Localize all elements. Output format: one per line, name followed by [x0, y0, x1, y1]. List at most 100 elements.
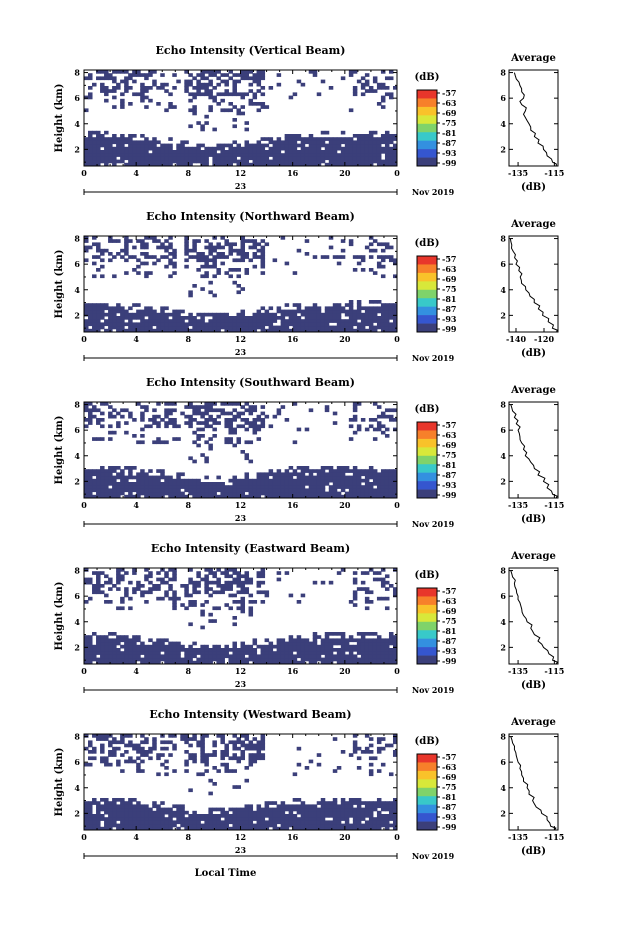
- echo-cell: [192, 485, 197, 489]
- echo-cell: [104, 303, 109, 307]
- echo-cell: [140, 641, 145, 646]
- y-tick-label: 8: [74, 566, 80, 576]
- echo-cell: [364, 140, 370, 145]
- echo-cell: [360, 328, 366, 333]
- echo-cell: [276, 826, 282, 831]
- echo-cell: [152, 440, 157, 445]
- echo-cell: [184, 328, 189, 333]
- echo-cell: [84, 734, 89, 738]
- echo-cell: [380, 134, 386, 138]
- echo-cell: [200, 817, 205, 821]
- echo-cell: [300, 823, 306, 828]
- echo-cell: [320, 466, 326, 470]
- echo-cell: [164, 264, 169, 269]
- echo-cell: [152, 740, 157, 745]
- echo-cell: [168, 408, 173, 413]
- echo-cell: [96, 644, 101, 649]
- echo-cell: [364, 159, 370, 164]
- echo-cell: [104, 826, 109, 831]
- echo-cell: [280, 651, 286, 655]
- echo-cell: [96, 820, 101, 825]
- echo-cell: [308, 143, 314, 148]
- echo-cell: [276, 82, 282, 87]
- echo-cell: [212, 156, 217, 161]
- echo-cell: [96, 245, 101, 250]
- echo-cell: [220, 482, 225, 486]
- echo-cell: [208, 290, 213, 295]
- echo-cell: [340, 568, 346, 572]
- echo-cell: [128, 494, 133, 499]
- echo-cell: [92, 485, 97, 489]
- echo-cell: [96, 478, 101, 483]
- echo-cell: [244, 408, 250, 413]
- echo-cell: [116, 150, 121, 154]
- echo-cell: [152, 421, 157, 425]
- echo-cell: [352, 92, 358, 97]
- echo-cell: [104, 482, 109, 486]
- echo-cell: [284, 137, 290, 141]
- echo-cell: [180, 648, 185, 652]
- echo-cell: [184, 146, 189, 151]
- echo-cell: [300, 159, 306, 164]
- echo-cell: [352, 823, 358, 828]
- echo-cell: [324, 632, 330, 636]
- echo-cell: [176, 424, 181, 429]
- profile-y-tick-label: 6: [500, 757, 506, 767]
- echo-cell: [304, 820, 310, 825]
- echo-cell: [264, 143, 270, 148]
- echo-cell: [232, 660, 237, 665]
- echo-cell: [140, 740, 145, 745]
- echo-cell: [268, 140, 274, 145]
- echo-cell: [184, 810, 189, 815]
- echo-cell: [248, 606, 254, 611]
- echo-cell: [112, 319, 117, 323]
- echo-cell: [280, 826, 286, 831]
- echo-cell: [356, 826, 362, 831]
- echo-cell: [324, 146, 330, 151]
- colorbar-unit: (dB): [415, 570, 440, 581]
- echo-cell: [384, 86, 390, 90]
- echo-cell: [168, 568, 173, 572]
- echo-cell: [336, 641, 342, 646]
- echo-cell: [292, 146, 298, 151]
- echo-cell: [244, 485, 250, 489]
- echo-cell: [376, 823, 382, 828]
- echo-cell: [300, 804, 306, 809]
- echo-cell: [328, 478, 334, 483]
- echo-cell: [164, 421, 169, 425]
- echo-cell: [312, 469, 318, 473]
- echo-cell: [164, 143, 169, 148]
- echo-cell: [252, 638, 258, 643]
- echo-cell: [260, 740, 266, 745]
- echo-cell: [236, 810, 241, 815]
- echo-cell: [372, 309, 378, 314]
- echo-cell: [300, 322, 306, 327]
- echo-cell: [216, 494, 221, 499]
- echo-cell: [380, 494, 386, 499]
- echo-cell: [348, 73, 354, 77]
- echo-cell: [204, 325, 209, 330]
- echo-cell: [100, 660, 105, 665]
- echo-cell: [164, 402, 169, 406]
- echo-cell: [132, 746, 137, 751]
- echo-cell: [364, 319, 370, 323]
- echo-cell: [124, 644, 129, 649]
- echo-cell: [348, 319, 354, 323]
- echo-cell: [140, 328, 145, 333]
- echo-cell: [96, 140, 101, 145]
- echo-cell: [208, 312, 213, 317]
- echo-cell: [228, 478, 233, 483]
- echo-cell: [368, 644, 374, 649]
- echo-cell: [160, 753, 165, 757]
- echo-cell: [236, 162, 241, 167]
- echo-cell: [200, 70, 205, 74]
- echo-cell: [376, 309, 382, 314]
- echo-cell: [372, 756, 378, 761]
- date-day-label: 23: [235, 513, 247, 523]
- profile-frame: [508, 401, 559, 499]
- echo-cell: [192, 756, 197, 761]
- echo-cell: [360, 146, 366, 151]
- echo-cell: [132, 817, 137, 821]
- echo-cell: [228, 418, 233, 422]
- echo-cell: [84, 108, 89, 113]
